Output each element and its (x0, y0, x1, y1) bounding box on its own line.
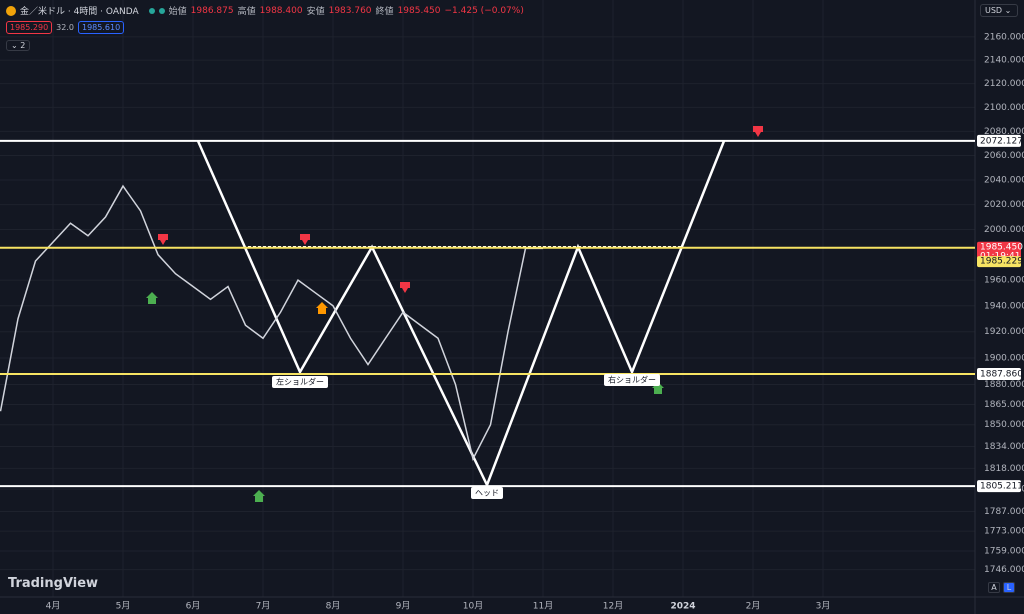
sell-arrow (300, 234, 310, 245)
x-tick-label: 3月 (816, 601, 831, 612)
ohlc-label: 始値 (168, 7, 187, 17)
x-tick-label: 7月 (256, 601, 271, 612)
y-tick-label: 1787.000 (984, 507, 1024, 517)
x-tick-label: 12月 (603, 601, 623, 612)
buy-arrow (316, 302, 328, 314)
y-tick-label: 2160.000 (984, 32, 1024, 42)
change: −1.425 (−0.07%) (444, 5, 524, 16)
sell-arrow (158, 234, 168, 245)
y-tick-label: 2100.000 (984, 103, 1024, 113)
x-tick-label: 8月 (326, 601, 341, 612)
x-tick-label: 9月 (396, 601, 411, 612)
pattern-line (196, 140, 726, 489)
level-tag (977, 134, 1021, 147)
y-tick-label: 2040.000 (984, 175, 1024, 185)
log-scale-button[interactable]: L (1003, 582, 1015, 593)
status-dot (148, 7, 155, 14)
buy-arrow (146, 292, 158, 304)
auto-scale-button[interactable]: A (988, 582, 1000, 593)
y-tick-label: 1940.000 (984, 301, 1024, 311)
y-tick-label: 1920.000 (984, 327, 1024, 337)
y-tick-label: 1865.000 (984, 400, 1024, 410)
bid-button[interactable]: 1985.290 (6, 21, 53, 34)
y-tick-label: 2020.000 (984, 200, 1024, 210)
pattern-label: 右ショルダー (608, 375, 656, 385)
y-tick-label: 2000.000 (984, 225, 1024, 235)
indicator-toggle[interactable]: ⌄ 2 (6, 40, 31, 51)
ohlc-label: 高値 (237, 7, 256, 17)
ohlc-value: 1986.875 (190, 5, 234, 16)
currency-select[interactable]: USD ⌄ (980, 4, 1018, 17)
quote-row: 1985.290 32.0 1985.610 (6, 21, 125, 34)
level-tag (977, 368, 1021, 381)
y-tick-label: 2140.000 (984, 56, 1024, 66)
ohlc-value: 1988.400 (259, 5, 303, 16)
pattern-label-box (272, 376, 328, 388)
last-price-label: 1985.450 (980, 242, 1023, 252)
status-dot (158, 7, 165, 14)
y-tick-label: 1850.000 (984, 420, 1024, 430)
ask-button[interactable]: 1985.610 (77, 21, 125, 34)
pattern-label: ヘッド (475, 489, 499, 498)
y-tick-label: 1818.000 (984, 464, 1024, 474)
log-label: L (1006, 583, 1012, 592)
bid-tag-label: 1985.229 (980, 257, 1023, 267)
pattern-label-box (471, 487, 503, 499)
bid-tag (977, 256, 1021, 268)
x-tick-label: 2月 (746, 601, 761, 612)
sell-arrow (753, 126, 763, 137)
x-tick-label: 10月 (463, 601, 483, 612)
ohlc-label: 終値 (375, 7, 394, 17)
level-tag-label: 1887.860 (980, 370, 1023, 380)
y-tick-label: 1960.000 (984, 276, 1024, 286)
buy-arrow (253, 490, 265, 502)
symbol-header: 金／米ドル · 4時間 · OANDA 始値 1986.875 高値 1988.40… (6, 4, 524, 17)
brand-logo[interactable]: TradingView (8, 576, 98, 591)
x-tick-label: 4月 (46, 601, 61, 612)
y-tick-label: 1880.000 (984, 380, 1024, 390)
level-tag-label: 1805.211 (980, 482, 1023, 492)
sell-arrow (400, 282, 410, 293)
y-tick-label: 2120.000 (984, 79, 1024, 89)
y-tick-label: 1834.000 (984, 442, 1024, 452)
ohlc-value: 1983.760 (328, 5, 372, 16)
y-tick-label: 1746.000 (984, 565, 1024, 575)
level-tag-label: 2072.127 (980, 136, 1023, 146)
y-tick-label: 2080.000 (984, 127, 1024, 137)
price-line (0, 184, 543, 461)
x-tick-label: 2024 (670, 602, 695, 612)
pattern-label-box (604, 374, 660, 386)
indicator-count: 2 (20, 41, 26, 50)
y-tick-label: 1773.000 (984, 527, 1024, 537)
ohlc-label: 安値 (306, 7, 325, 17)
spread: 32.0 (56, 23, 74, 32)
y-tick-label: 2060.000 (984, 151, 1024, 161)
x-tick-label: 11月 (533, 601, 553, 612)
y-tick-label: 1759.000 (984, 547, 1024, 557)
brand: TradingView (8, 576, 99, 591)
auto-label: A (991, 583, 997, 592)
signals (146, 126, 763, 502)
symbol-icon (6, 5, 16, 16)
grid (0, 0, 975, 597)
symbol[interactable]: 金／米ドル · 4時間 · OANDA (20, 7, 139, 17)
y-tick-label: 1900.000 (984, 353, 1024, 363)
ohlc-value: 1985.450 (397, 5, 441, 16)
head-shoulders-drawing (196, 140, 726, 489)
x-tick-label: 6月 (186, 601, 201, 612)
pattern-label: 左ショルダー (276, 377, 324, 387)
x-tick-label: 5月 (116, 601, 131, 612)
currency: USD (985, 6, 1003, 15)
level-tag (977, 480, 1021, 493)
